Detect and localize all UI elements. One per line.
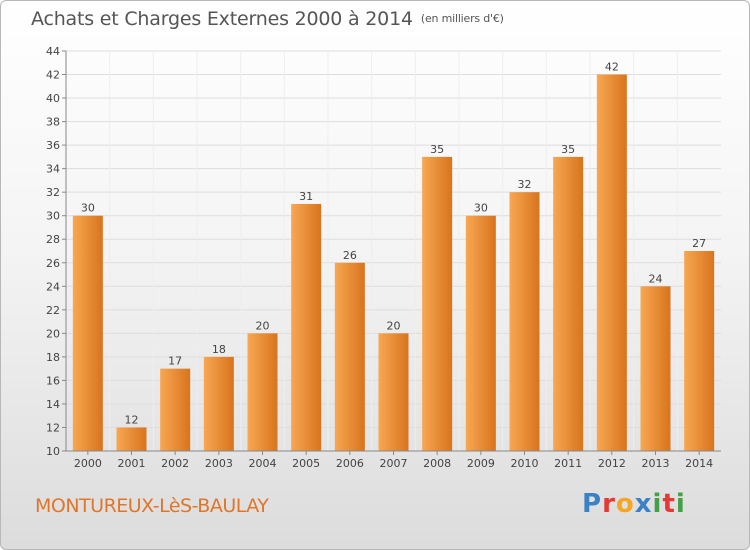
chart-title-text: Achats et Charges Externes 2000 à 2014 <box>31 8 413 30</box>
x-tick-label: 2001 <box>118 457 146 470</box>
x-tick-label: 2013 <box>642 457 670 470</box>
y-tick-label: 16 <box>46 374 60 387</box>
logo-letter: P <box>582 489 603 519</box>
y-tick-label: 36 <box>46 139 60 152</box>
commune-name: MONTUREUX-LèS-BAULAY <box>35 495 269 517</box>
y-tick-label: 32 <box>46 186 60 199</box>
bar-value-label: 18 <box>212 343 226 356</box>
x-tick-label: 2011 <box>554 457 582 470</box>
bar-2007 <box>378 333 409 451</box>
y-tick-label: 20 <box>46 327 60 340</box>
y-tick-label: 10 <box>46 445 60 458</box>
bar-2006 <box>334 262 365 451</box>
x-tick-label: 2006 <box>336 457 364 470</box>
bar-value-label: 42 <box>605 61 619 74</box>
bar-2012 <box>596 74 627 451</box>
x-tick-label: 2004 <box>249 457 277 470</box>
x-tick-label: 2002 <box>161 457 189 470</box>
x-tick-label: 2009 <box>467 457 495 470</box>
x-tick-label: 2000 <box>74 457 102 470</box>
bar-2004 <box>247 333 278 451</box>
bar-value-label: 32 <box>518 178 532 191</box>
x-tick-label: 2012 <box>598 457 626 470</box>
logo-letter: t <box>662 489 676 519</box>
bar-value-label: 35 <box>561 143 575 156</box>
y-tick-label: 34 <box>46 163 60 176</box>
bar-value-label: 30 <box>81 202 95 215</box>
y-tick-label: 38 <box>46 116 60 129</box>
y-tick-label: 44 <box>46 45 60 58</box>
bar-value-label: 17 <box>168 355 182 368</box>
bar-value-label: 31 <box>299 190 313 203</box>
y-tick-label: 14 <box>46 398 60 411</box>
bar-2009 <box>465 215 496 451</box>
logo-letter: i <box>652 489 663 519</box>
bar-2008 <box>422 156 453 451</box>
bar-value-label: 12 <box>125 413 139 426</box>
y-tick-label: 30 <box>46 210 60 223</box>
bar-2014 <box>684 251 715 451</box>
bar-value-label: 30 <box>474 202 488 215</box>
proxiti-logo[interactable]: Proxiti <box>582 489 686 519</box>
bars <box>72 74 715 452</box>
x-tick-label: 2014 <box>685 457 713 470</box>
bar-2001 <box>116 427 147 451</box>
logo-letter: x <box>634 489 653 519</box>
y-tick-label: 40 <box>46 92 60 105</box>
chart-subtitle: (en milliers d'€) <box>420 12 504 25</box>
y-tick-label: 26 <box>46 257 60 270</box>
bar-2005 <box>291 203 322 451</box>
bar-2013 <box>640 286 671 451</box>
bar-2003 <box>203 356 234 451</box>
bar-value-label: 24 <box>649 272 663 285</box>
bar-value-label: 35 <box>430 143 444 156</box>
bar-2011 <box>553 156 584 451</box>
bar-2000 <box>72 215 103 451</box>
bar-value-label: 20 <box>387 319 401 332</box>
bar-value-label: 27 <box>692 237 706 250</box>
x-tick-label: 2005 <box>292 457 320 470</box>
x-tick-label: 2003 <box>205 457 233 470</box>
y-tick-label: 22 <box>46 304 60 317</box>
y-tick-label: 28 <box>46 233 60 246</box>
y-tick-label: 12 <box>46 421 60 434</box>
x-tick-label: 2008 <box>423 457 451 470</box>
axes <box>62 50 721 455</box>
bar-2002 <box>160 368 191 451</box>
x-tick-label: 2010 <box>511 457 539 470</box>
y-tick-label: 18 <box>46 351 60 364</box>
labels: 10 12 14 16 18 20 22 24 26 28 30 32 34 36 38 40 42 44 30 20… <box>46 45 713 470</box>
bar-value-label: 20 <box>256 319 270 332</box>
logo-letter: i <box>675 489 686 519</box>
logo-letter: r <box>602 489 616 519</box>
logo-letter: o <box>615 489 635 519</box>
x-tick-label: 2007 <box>380 457 408 470</box>
y-tick-label: 24 <box>46 280 60 293</box>
chart-title: Achats et Charges Externes 2000 à 2014 (e… <box>31 8 504 30</box>
bar-2010 <box>509 192 540 452</box>
bar-value-label: 26 <box>343 249 357 262</box>
y-tick-label: 42 <box>46 69 60 82</box>
